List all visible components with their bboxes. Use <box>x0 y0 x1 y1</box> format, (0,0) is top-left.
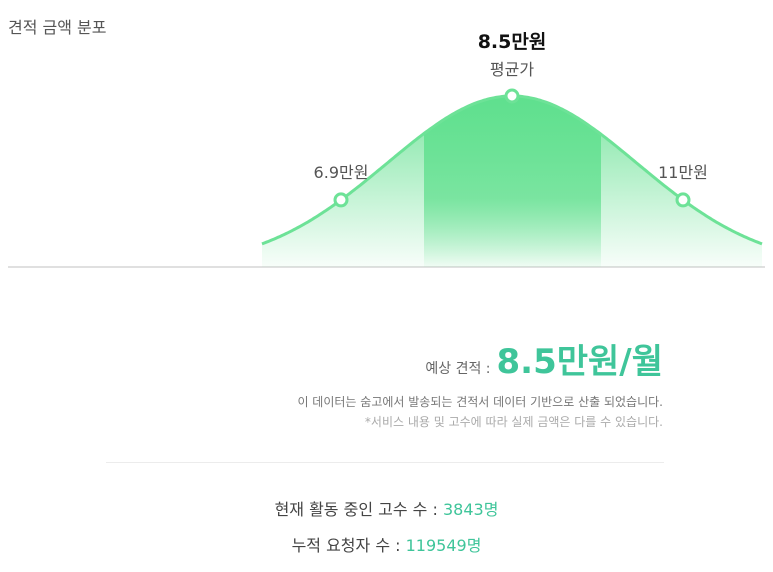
estimate-row: 예상 견적 : 8.5만원/월 <box>425 334 663 383</box>
chart-title: 견적 금액 분포 <box>8 18 107 37</box>
price-label-average: 8.5만원 <box>478 31 547 53</box>
estimate-value: 8.5만원/월 <box>496 342 664 382</box>
average-band <box>424 96 601 267</box>
estimate-label: 예상 견적 : <box>425 361 491 377</box>
price-label-max: 11만원 <box>658 163 708 182</box>
marker-max <box>675 192 691 208</box>
marker-min <box>333 192 349 208</box>
active-pros-value: 3843명 <box>442 500 499 519</box>
total-requests-stat: 누적 요청자 수 : 119549명 <box>0 532 773 556</box>
price-label-min: 6.9만원 <box>314 163 369 182</box>
total-requests-value: 119549명 <box>405 536 482 555</box>
average-caption: 평균가 <box>490 60 534 79</box>
total-requests-label: 누적 요청자 수 : <box>291 536 401 555</box>
divider <box>106 462 664 463</box>
data-source-note: 이 데이터는 숨고에서 발송되는 견적서 데이터 기반으로 산출 되었습니다. <box>297 395 663 409</box>
disclaimer-note: *서비스 내용 및 고수에 따라 실제 금액은 다를 수 있습니다. <box>364 415 663 429</box>
active-pros-stat: 현재 활동 중인 고수 수 : 3843명 <box>0 496 773 520</box>
marker-average <box>504 88 520 104</box>
active-pros-label: 현재 활동 중인 고수 수 : <box>274 500 438 519</box>
